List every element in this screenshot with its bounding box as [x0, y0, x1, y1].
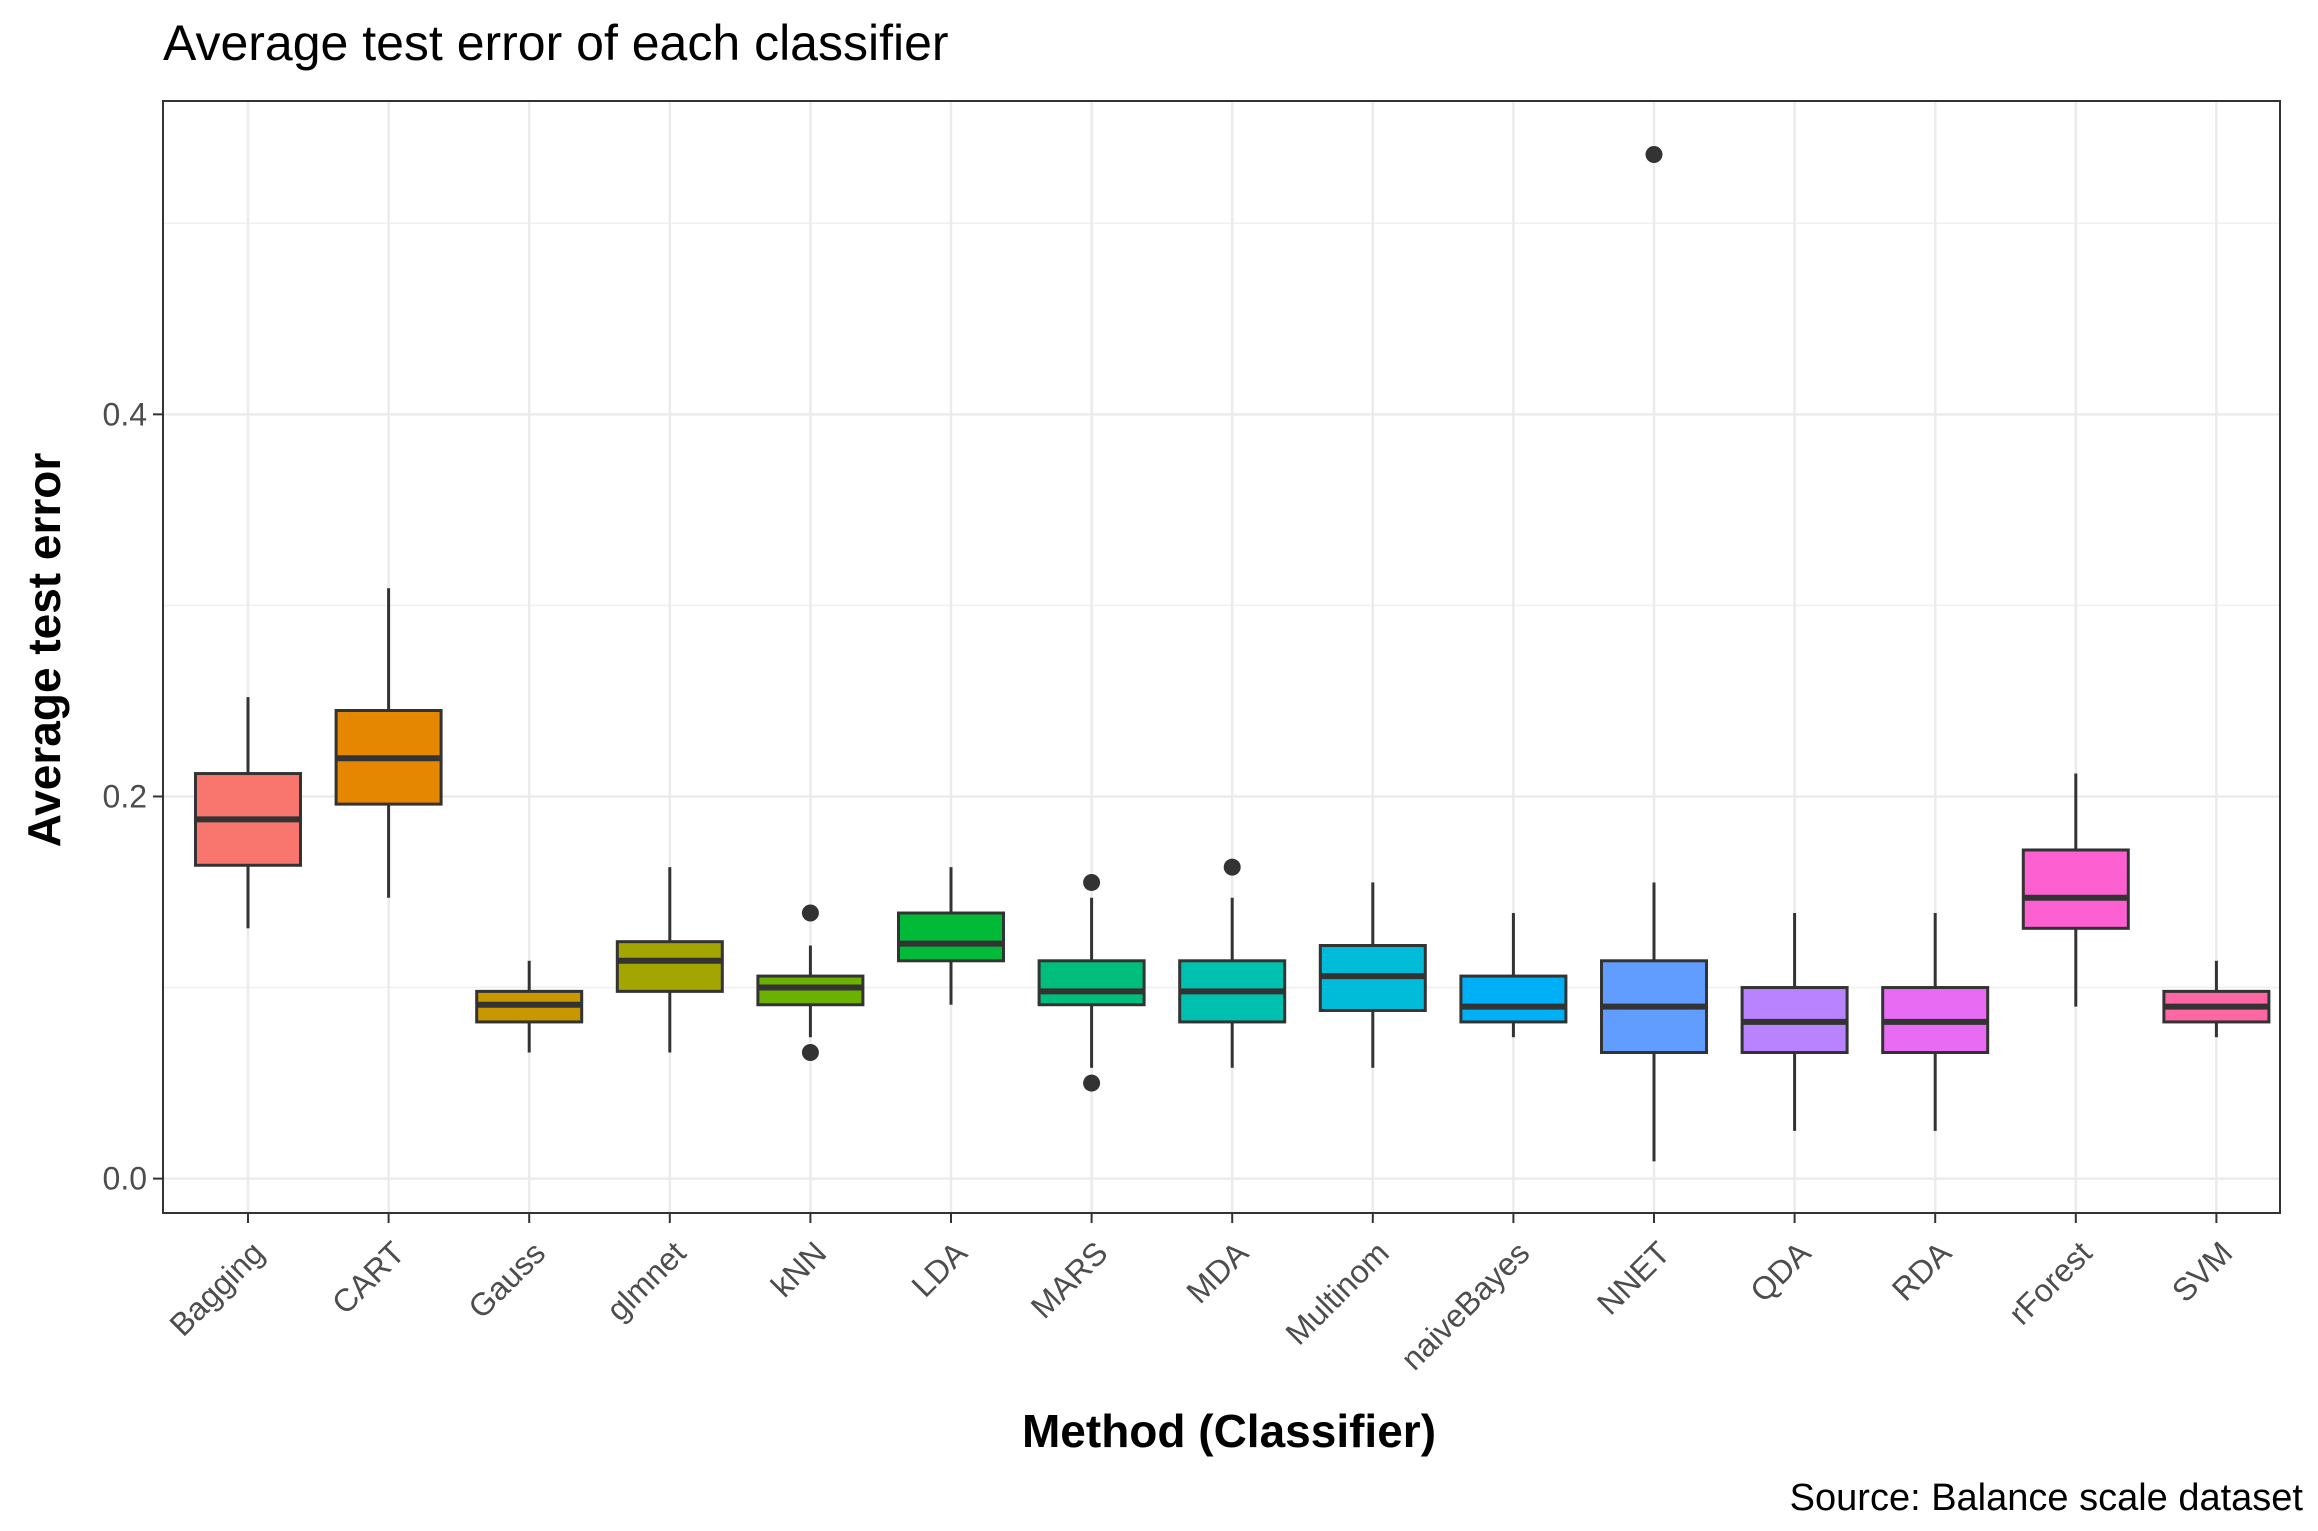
box-iqr	[615, 940, 724, 993]
box-naiveBayes	[1459, 913, 1568, 1038]
box-Bagging	[194, 697, 302, 929]
y-tick-label: 0.0	[103, 1161, 147, 1197]
x-tick-label: QDA	[1743, 1234, 1818, 1309]
outlier-point	[801, 1044, 819, 1062]
outlier-point	[1645, 145, 1663, 163]
x-tick-label: MDA	[1179, 1234, 1255, 1310]
box-layer	[194, 145, 2271, 1162]
x-tick-label: NNET	[1590, 1234, 1677, 1321]
box-kNN	[756, 904, 865, 1062]
box-iqr	[1459, 974, 1568, 1024]
box-iqr	[2021, 848, 2130, 930]
x-tick-label: glmnet	[599, 1234, 692, 1327]
box-MDA	[1178, 858, 1287, 1068]
x-tick-label: RDA	[1885, 1234, 1959, 1308]
plot-panel-border	[162, 100, 2281, 1214]
x-tick-label: LDA	[904, 1234, 974, 1304]
axis-layer: 0.0 0.2 0.4 Bagging CART Gauss glmnet kNN LDA MAR…	[103, 396, 2240, 1377]
box-SVM	[2162, 960, 2271, 1038]
x-tick-label: rForest	[2002, 1234, 2099, 1331]
box-MARS	[1037, 873, 1146, 1092]
box-Multinom	[1318, 882, 1427, 1068]
x-tick-label: kNN	[764, 1234, 833, 1303]
box-RDA	[1881, 913, 1990, 1131]
box-glmnet	[615, 867, 724, 1053]
box-iqr	[897, 911, 1005, 963]
box-LDA	[897, 867, 1005, 1005]
box-NNET	[1600, 145, 1708, 1162]
x-tick-label: MARS	[1024, 1234, 1115, 1325]
chart-caption: Source: Balance scale dataset	[1790, 1477, 2304, 1519]
box-iqr	[1037, 959, 1146, 1007]
box-CART	[334, 588, 443, 898]
y-tick-label: 0.4	[103, 396, 147, 432]
x-tick-label: Multinom	[1279, 1234, 1396, 1351]
y-axis-title: Average test error	[18, 453, 70, 848]
outlier-point	[1083, 1074, 1101, 1092]
box-Gauss	[475, 960, 584, 1053]
outlier-point	[801, 904, 819, 922]
chart-title: Average test error of each classifier	[163, 15, 949, 71]
box-rForest	[2021, 773, 2130, 1007]
outlier-point	[1223, 858, 1241, 876]
box-QDA	[1740, 913, 1849, 1131]
x-tick-label: CART	[325, 1234, 412, 1321]
y-tick-label: 0.2	[103, 778, 147, 814]
x-axis-title: Method (Classifier)	[1022, 1405, 1436, 1457]
x-tick-label: SVM	[2165, 1234, 2239, 1308]
x-tick-label: Bagging	[162, 1234, 270, 1342]
outlier-point	[1083, 873, 1101, 891]
x-tick-label: naiveBayes	[1394, 1234, 1536, 1376]
x-tick-label: Gauss	[461, 1234, 552, 1325]
